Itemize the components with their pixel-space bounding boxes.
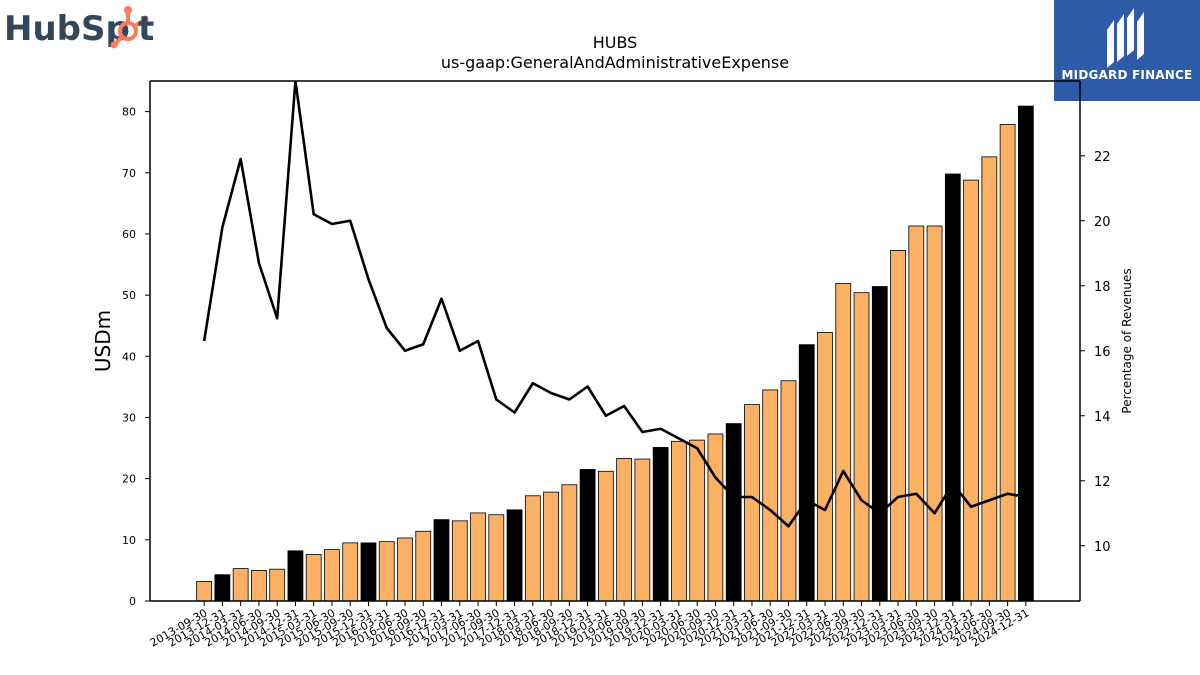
- chart-subtitle: us-gaap:GeneralAndAdministrativeExpense: [441, 53, 789, 72]
- y-tick-label: 30: [122, 411, 136, 424]
- svg-text:t: t: [138, 9, 154, 49]
- bar: [999, 124, 1016, 602]
- bar: [470, 512, 486, 602]
- y-tick-label: 80: [122, 106, 136, 119]
- bar: [524, 495, 541, 602]
- y2-tick-label: 22: [1094, 150, 1111, 165]
- y2-axis-label: Percentage of Revenues: [1120, 268, 1134, 413]
- bar: [963, 179, 979, 602]
- hubspot-logo-text: HubSp: [4, 9, 130, 49]
- y2-tick-label: 10: [1094, 540, 1111, 555]
- bar-series: [196, 105, 1034, 602]
- bar: [780, 380, 797, 602]
- y-tick-label: 20: [122, 473, 136, 486]
- midgard-finance-logo: MIDGARD FINANCE: [1054, 0, 1200, 101]
- bar: [415, 530, 432, 602]
- y-tick-label: 70: [122, 167, 136, 180]
- bar: [342, 542, 359, 602]
- bar: [744, 404, 760, 602]
- bar: [488, 514, 505, 602]
- bar: [817, 332, 833, 602]
- line-series: [202, 81, 1027, 528]
- bar: [908, 225, 925, 602]
- bar: [287, 550, 304, 602]
- bar: [853, 292, 870, 602]
- bar: [798, 344, 815, 602]
- y-tick-label: 40: [122, 350, 136, 363]
- bar: [890, 250, 906, 602]
- y-tick-label: 60: [122, 228, 136, 241]
- bar: [269, 568, 286, 602]
- y2-tick-label: 18: [1094, 280, 1111, 295]
- bar: [944, 173, 961, 602]
- bar: [762, 389, 779, 602]
- hubspot-logo: HubSp t: [4, 4, 154, 50]
- bar: [652, 447, 669, 602]
- bar: [324, 549, 340, 602]
- bar: [634, 458, 651, 602]
- bar: [981, 156, 998, 602]
- bar: [232, 568, 249, 602]
- bar: [378, 541, 395, 602]
- line-percentage-of-revenues: [202, 81, 1027, 528]
- chart-title: HUBS: [593, 33, 638, 52]
- y-axis-label: USDm: [91, 310, 115, 372]
- bar: [616, 458, 633, 602]
- bar: [397, 537, 413, 602]
- bar: [579, 469, 596, 602]
- bar: [451, 520, 468, 602]
- axes: 01020304050607080101214161820222013-09-3…: [122, 80, 1111, 650]
- bar: [506, 509, 523, 602]
- y2-tick-label: 16: [1094, 345, 1111, 360]
- bar: [360, 542, 377, 602]
- bar: [835, 283, 852, 602]
- y2-tick-label: 12: [1094, 475, 1111, 490]
- bar: [725, 423, 742, 602]
- midgard-logo-text: MIDGARD FINANCE: [1061, 68, 1193, 82]
- bar: [561, 484, 578, 602]
- bar: [671, 440, 687, 602]
- bar: [597, 470, 614, 602]
- y2-tick-label: 20: [1094, 215, 1111, 230]
- bar: [707, 433, 724, 602]
- bar: [251, 570, 267, 602]
- y2-tick-label: 14: [1094, 410, 1111, 425]
- bar: [196, 581, 213, 602]
- bar: [214, 574, 231, 602]
- bar: [305, 554, 322, 602]
- y-tick-label: 0: [129, 595, 136, 608]
- bar: [871, 286, 888, 602]
- bar: [926, 225, 943, 602]
- y-tick-label: 10: [122, 534, 136, 547]
- y-tick-label: 50: [122, 289, 136, 302]
- bar: [689, 439, 706, 602]
- bar: [433, 519, 450, 602]
- bar: [1017, 105, 1034, 602]
- midgard-emblem-icon: [1107, 8, 1144, 68]
- bar: [543, 491, 559, 602]
